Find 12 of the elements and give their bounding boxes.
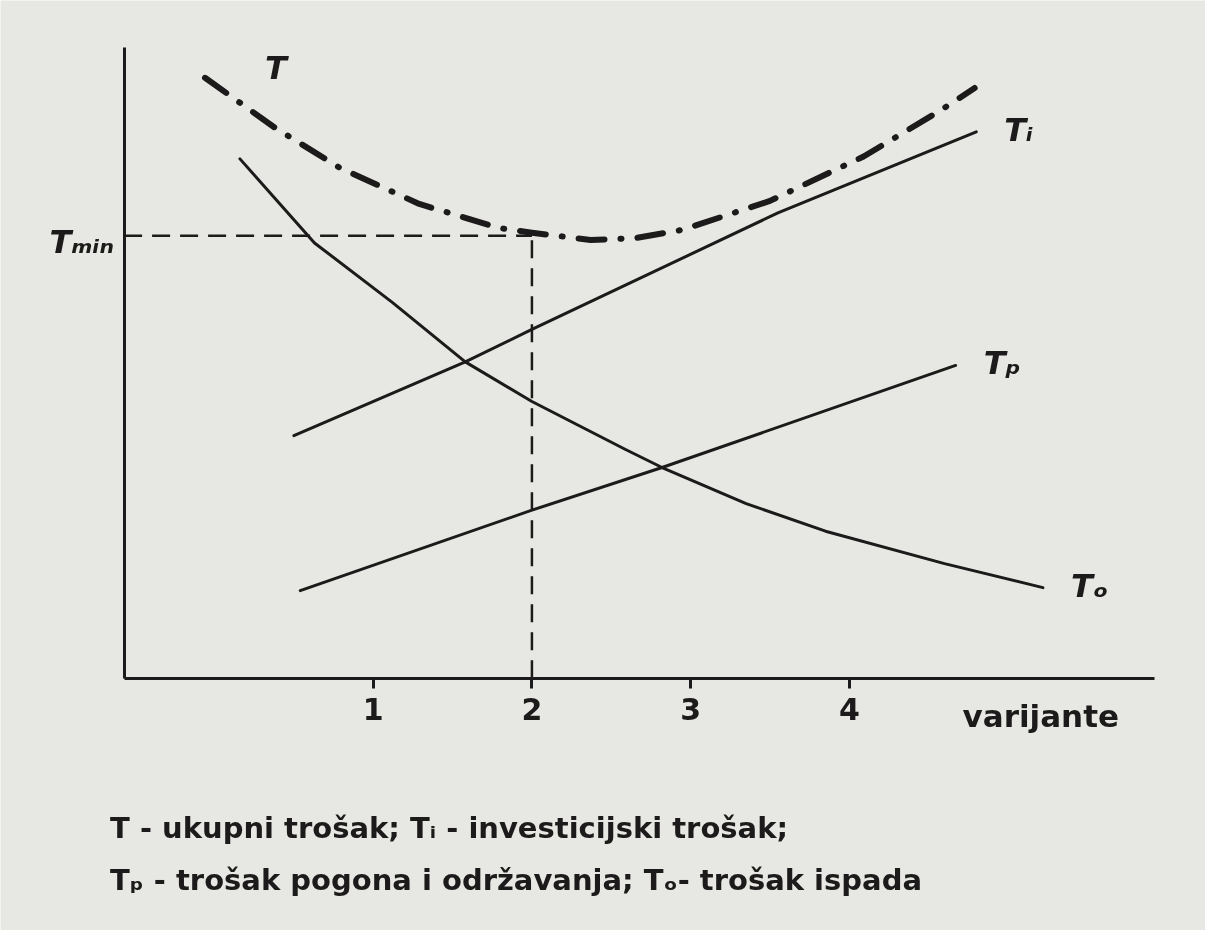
series-label: Tₚ [983, 344, 1021, 383]
series-label: Tₒ [1070, 566, 1109, 605]
x-tick-label: 2 [521, 692, 543, 728]
text: T - ukupni trošak; Tᵢ - investicijski trošak; [110, 811, 789, 846]
series-label: Tᵢ [1004, 110, 1034, 149]
ref-line-label: Tₘᵢₙ [49, 222, 115, 261]
x-tick-label: 3 [680, 692, 702, 728]
text: Tₚ - trošak pogona i održavanja; Tₒ- trošak ispada [110, 863, 922, 898]
series-label: T [265, 48, 290, 87]
x-tick-label: 4 [838, 692, 860, 728]
x-tick-label: 1 [362, 692, 384, 728]
x-axis-title: varijante [962, 698, 1120, 735]
